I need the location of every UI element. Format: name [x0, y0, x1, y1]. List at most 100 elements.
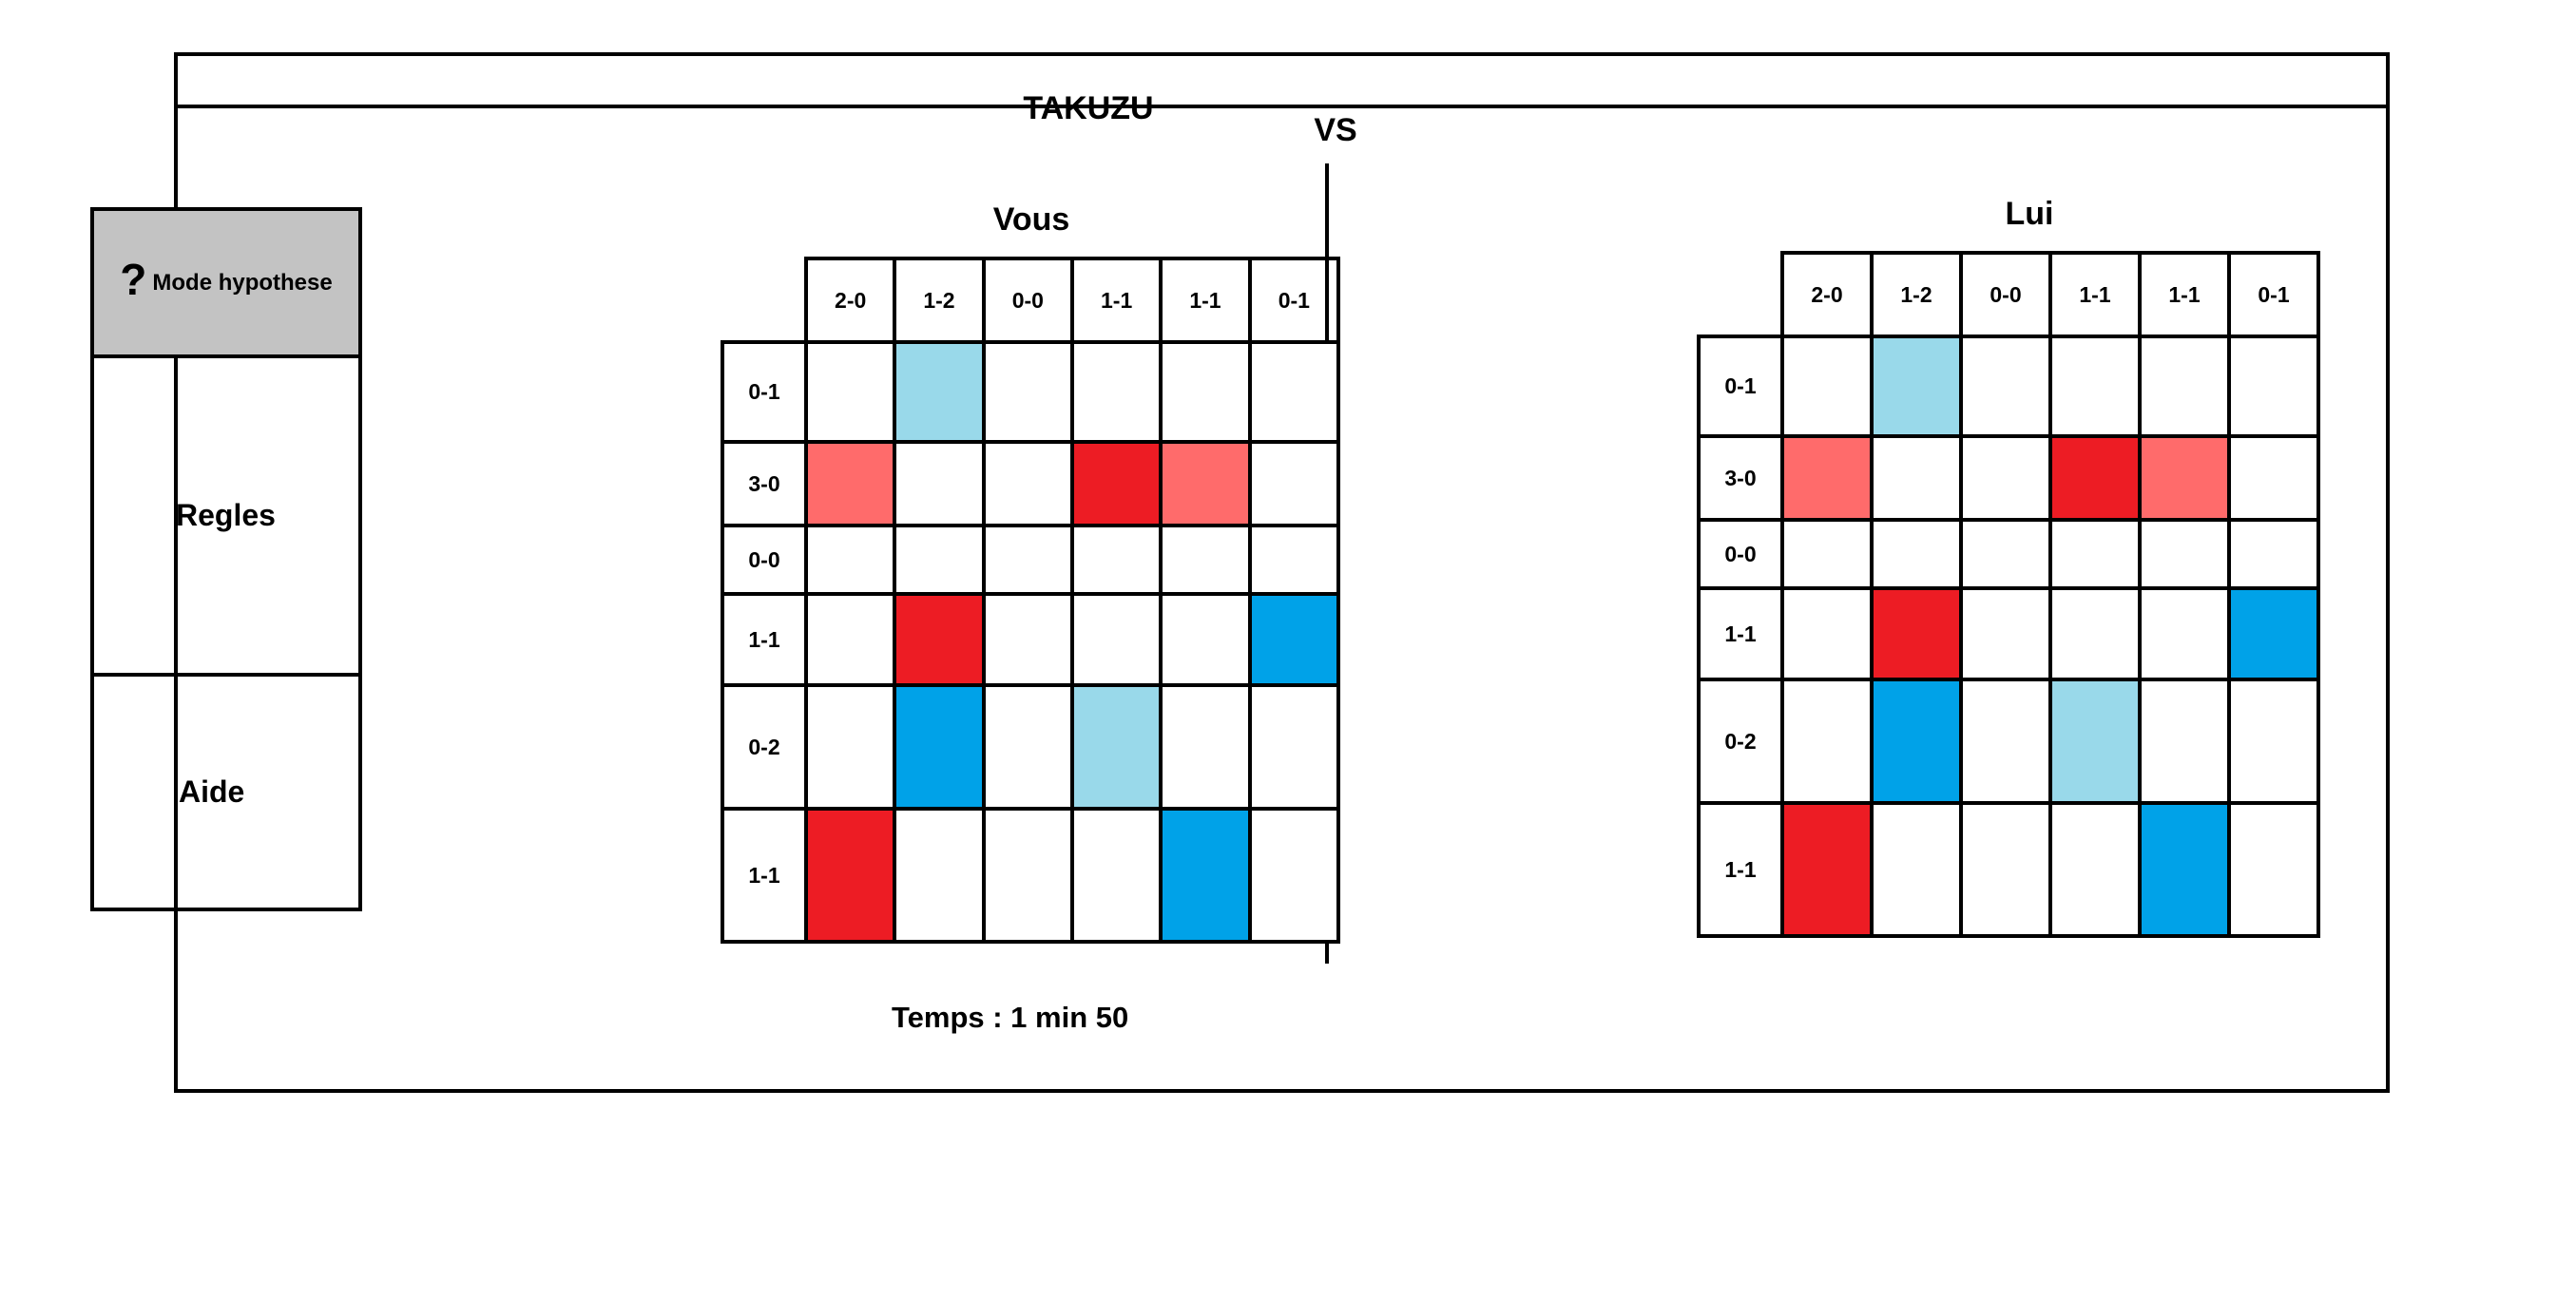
grid-cell[interactable] [1159, 683, 1252, 811]
grid-cell[interactable] [893, 807, 986, 944]
grid-cell[interactable] [2048, 801, 2142, 938]
grid-row: 1-1 [1697, 801, 2320, 938]
grid-cell[interactable] [981, 340, 1074, 444]
grid-cell[interactable] [1247, 683, 1341, 811]
column-count: 0-0 [981, 257, 1074, 344]
row-count: 0-1 [1697, 335, 1784, 438]
grid-cell[interactable] [2138, 801, 2231, 938]
column-count: 1-1 [2138, 251, 2231, 338]
grid-cell[interactable] [893, 524, 986, 596]
grid-cell[interactable] [803, 440, 897, 527]
grid-cell[interactable] [2048, 586, 2142, 681]
grid-cell[interactable] [1959, 801, 2052, 938]
grid-cell[interactable] [1870, 586, 1963, 681]
grid-cell[interactable] [1069, 524, 1163, 596]
grid-cell[interactable] [1959, 518, 2052, 590]
grid-cell[interactable] [1069, 807, 1163, 944]
grid-cell[interactable] [2138, 586, 2231, 681]
grid-cell[interactable] [2227, 518, 2320, 590]
grid-cell[interactable] [1870, 335, 1963, 438]
help-button[interactable]: Aide [94, 677, 358, 908]
grid-cell[interactable] [1159, 440, 1252, 527]
grid-row: 1-1 [721, 807, 1341, 944]
grid-cell[interactable] [2048, 518, 2142, 590]
opponent-grid: 2-0 1-2 0-0 1-1 1-1 0-1 0-1 3-0 0-0 1-1 0-2 1-1 [1697, 251, 2320, 938]
grid-row: 0-1 [721, 340, 1341, 444]
grid-cell[interactable] [1069, 340, 1163, 444]
grid-cell[interactable] [1959, 335, 2052, 438]
grid-cell[interactable] [981, 683, 1074, 811]
grid-cell[interactable] [1247, 592, 1341, 687]
column-count: 1-1 [1159, 257, 1252, 344]
mode-hypothese-button[interactable]: ? Mode hypothese [94, 211, 358, 358]
grid-cell[interactable] [2227, 586, 2320, 681]
grid-cell[interactable] [2138, 434, 2231, 522]
grid-cell[interactable] [1780, 801, 1874, 938]
grid-cell[interactable] [1069, 440, 1163, 527]
grid-cell[interactable] [1247, 807, 1341, 944]
grid-cell[interactable] [1069, 683, 1163, 811]
grid-cell[interactable] [1870, 434, 1963, 522]
grid-cell[interactable] [803, 524, 897, 596]
grid-cell[interactable] [2138, 678, 2231, 805]
grid-corner [722, 258, 806, 342]
grid-cell[interactable] [2048, 434, 2142, 522]
grid-cell[interactable] [1959, 586, 2052, 681]
grid-cell[interactable] [1159, 524, 1252, 596]
row-count: 1-1 [1697, 586, 1784, 681]
rules-button[interactable]: Regles [94, 358, 358, 677]
column-count: 1-1 [1069, 257, 1163, 344]
grid-cell[interactable] [1780, 678, 1874, 805]
column-count: 1-2 [893, 257, 986, 344]
grid-cell[interactable] [1247, 340, 1341, 444]
mode-hypothese-label: Mode hypothese [152, 269, 333, 296]
grid-cell[interactable] [981, 807, 1074, 944]
row-count: 1-1 [1697, 801, 1784, 938]
grid-cell[interactable] [1870, 518, 1963, 590]
grid-cell[interactable] [1870, 801, 1963, 938]
question-icon: ? [120, 254, 147, 304]
grid-cell[interactable] [1959, 434, 2052, 522]
grid-cell[interactable] [1780, 434, 1874, 522]
grid-cell[interactable] [1247, 524, 1341, 596]
grid-cell[interactable] [2227, 801, 2320, 938]
grid-cell[interactable] [1159, 340, 1252, 444]
grid-cell[interactable] [893, 683, 986, 811]
grid-cell[interactable] [2138, 335, 2231, 438]
row-count: 1-1 [721, 807, 808, 944]
grid-cell[interactable] [2048, 678, 2142, 805]
grid-cell[interactable] [1870, 678, 1963, 805]
column-count: 0-1 [2227, 251, 2320, 338]
row-count: 3-0 [721, 440, 808, 527]
timer-text: Temps : 1 min 50 [892, 1001, 1129, 1034]
grid-cell[interactable] [2138, 518, 2231, 590]
grid-cell[interactable] [2048, 335, 2142, 438]
grid-cell[interactable] [2227, 434, 2320, 522]
grid-cell[interactable] [893, 340, 986, 444]
grid-cell[interactable] [1159, 807, 1252, 944]
grid-cell[interactable] [803, 340, 897, 444]
grid-cell[interactable] [1780, 335, 1874, 438]
grid-cell[interactable] [1069, 592, 1163, 687]
rules-label: Regles [176, 498, 276, 532]
grid-cell[interactable] [893, 592, 986, 687]
grid-cell[interactable] [981, 592, 1074, 687]
column-count: 2-0 [803, 257, 897, 344]
grid-cell[interactable] [803, 807, 897, 944]
grid-cell[interactable] [1780, 518, 1874, 590]
grid-cell[interactable] [1159, 592, 1252, 687]
grid-cell[interactable] [803, 683, 897, 811]
grid-cell[interactable] [1247, 440, 1341, 527]
grid-cell[interactable] [893, 440, 986, 527]
grid-cell[interactable] [2227, 335, 2320, 438]
help-label: Aide [179, 774, 245, 809]
grid-cell[interactable] [803, 592, 897, 687]
grid-row: 0-2 [721, 683, 1341, 811]
grid-cell[interactable] [1780, 586, 1874, 681]
grid-cell[interactable] [1959, 678, 2052, 805]
row-count: 0-1 [721, 340, 808, 444]
grid-cell[interactable] [2227, 678, 2320, 805]
grid-cell[interactable] [981, 524, 1074, 596]
grid-cell[interactable] [981, 440, 1074, 527]
column-count: 0-1 [1247, 257, 1341, 344]
